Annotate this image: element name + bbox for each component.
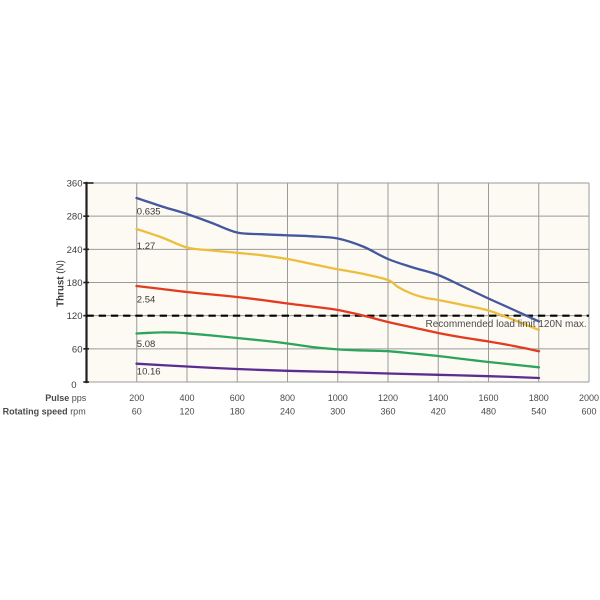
svg-text:600: 600 xyxy=(230,393,245,403)
svg-text:2000: 2000 xyxy=(579,393,599,403)
svg-text:300: 300 xyxy=(330,406,345,416)
svg-text:60: 60 xyxy=(72,344,83,355)
svg-text:200: 200 xyxy=(129,393,144,403)
svg-text:120: 120 xyxy=(67,311,83,322)
svg-text:Pulse pps: Pulse pps xyxy=(45,393,87,403)
svg-text:0.635: 0.635 xyxy=(137,207,161,218)
svg-text:1800: 1800 xyxy=(529,393,549,403)
svg-text:1200: 1200 xyxy=(378,393,398,403)
svg-text:Recommended load limit 120N ma: Recommended load limit 120N max. xyxy=(426,319,587,330)
svg-text:Rotating speed rpm: Rotating speed rpm xyxy=(3,406,86,416)
svg-text:180: 180 xyxy=(230,406,245,416)
svg-text:1000: 1000 xyxy=(328,393,348,403)
svg-text:600: 600 xyxy=(581,406,596,416)
svg-text:120: 120 xyxy=(179,406,194,416)
svg-text:180: 180 xyxy=(67,278,83,289)
svg-text:360: 360 xyxy=(67,179,83,190)
svg-text:1600: 1600 xyxy=(478,393,498,403)
svg-text:420: 420 xyxy=(431,406,446,416)
svg-text:2.54: 2.54 xyxy=(137,294,156,305)
svg-text:60: 60 xyxy=(132,406,142,416)
svg-text:1.27: 1.27 xyxy=(137,241,156,252)
svg-text:1400: 1400 xyxy=(428,393,448,403)
svg-text:280: 280 xyxy=(67,212,83,223)
svg-text:400: 400 xyxy=(179,393,194,403)
svg-text:240: 240 xyxy=(67,245,83,256)
svg-text:480: 480 xyxy=(481,406,496,416)
svg-text:5.08: 5.08 xyxy=(137,339,156,350)
svg-text:10.16: 10.16 xyxy=(137,367,161,378)
svg-text:Thrust (N): Thrust (N) xyxy=(56,260,67,307)
svg-text:800: 800 xyxy=(280,393,295,403)
svg-text:540: 540 xyxy=(531,406,546,416)
svg-text:360: 360 xyxy=(380,406,395,416)
svg-text:240: 240 xyxy=(280,406,295,416)
svg-text:0: 0 xyxy=(71,380,76,391)
